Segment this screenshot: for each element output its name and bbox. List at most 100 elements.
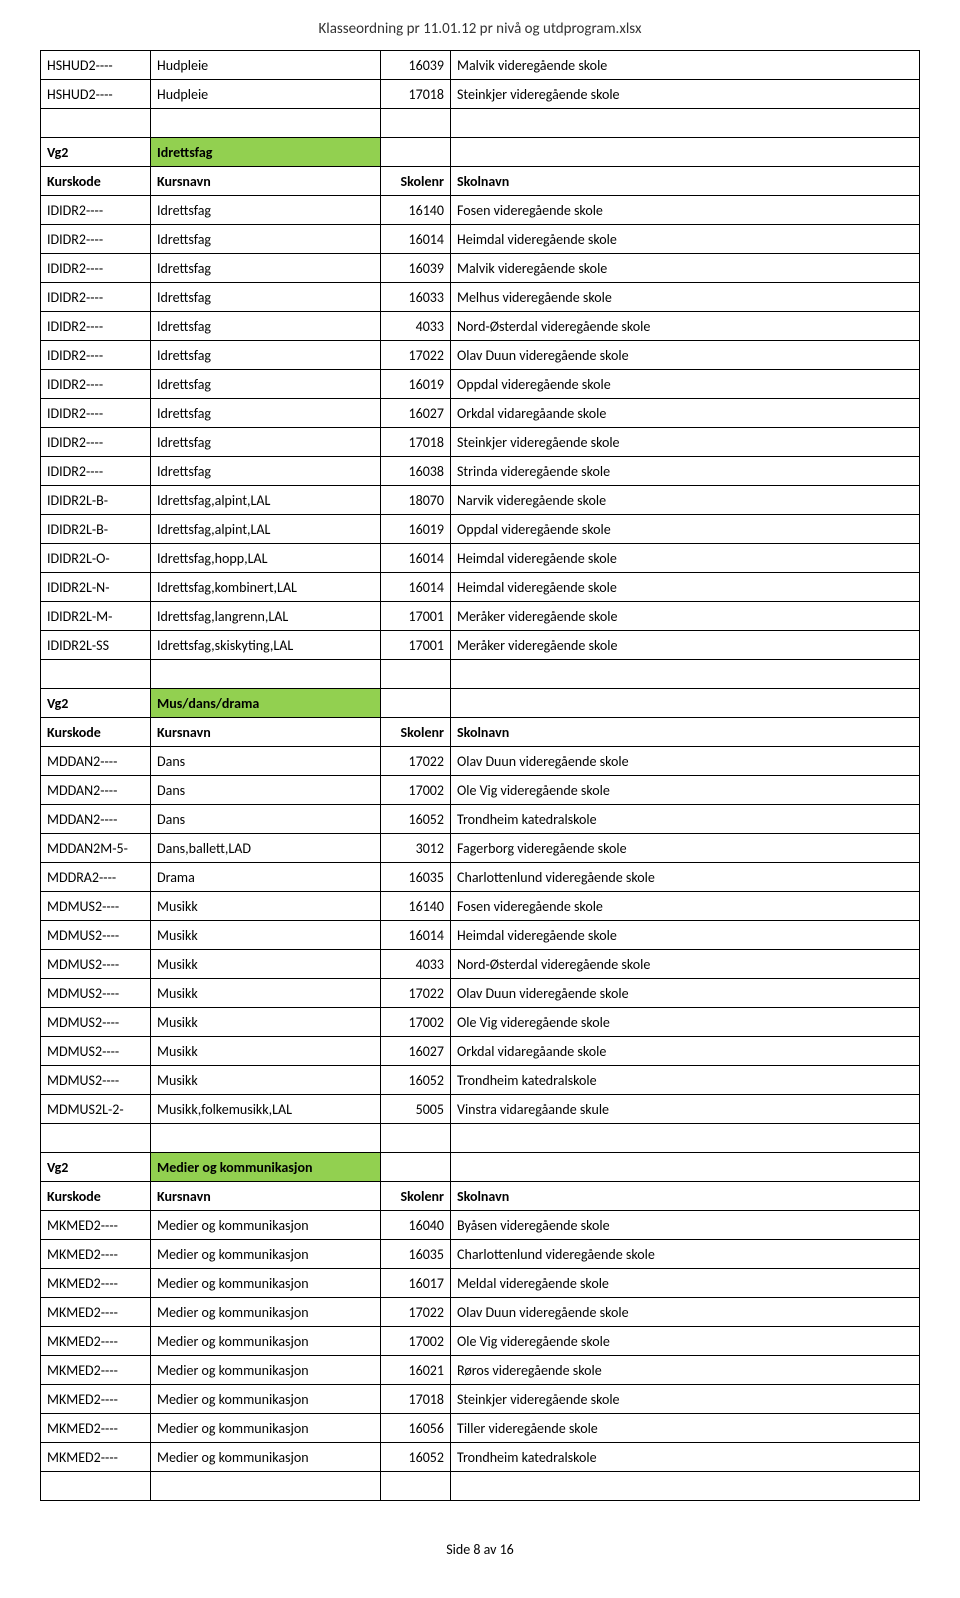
cell: 16052 [381, 1066, 451, 1095]
cell: HSHUD2---- [41, 80, 151, 109]
cell: Medier og kommunikasjon [151, 1356, 381, 1385]
cell: Ole Vig videregående skole [451, 1327, 920, 1356]
cell: IDIDR2---- [41, 370, 151, 399]
cell: 17002 [381, 1327, 451, 1356]
section-header-c1: Idrettsfag [151, 138, 381, 167]
column-header-row: KurskodeKursnavnSkolenrSkolnavn [41, 167, 920, 196]
column-header-c2: Skolenr [381, 1182, 451, 1211]
cell [381, 1124, 451, 1153]
cell [151, 1124, 381, 1153]
cell: MKMED2---- [41, 1211, 151, 1240]
cell: Oppdal videregående skole [451, 370, 920, 399]
column-header-c0: Kurskode [41, 718, 151, 747]
cell: 17001 [381, 631, 451, 660]
cell: IDIDR2L-N- [41, 573, 151, 602]
data-row: IDIDR2----Idrettsfag17018Steinkjer vider… [41, 428, 920, 457]
cell: IDIDR2L-B- [41, 515, 151, 544]
cell: Musikk [151, 892, 381, 921]
cell: Tiller videregående skole [451, 1414, 920, 1443]
section-header-c3 [451, 1153, 920, 1182]
cell: 17018 [381, 428, 451, 457]
cell: Dans [151, 776, 381, 805]
cell: 5005 [381, 1095, 451, 1124]
cell: Idrettsfag [151, 196, 381, 225]
cell: 17002 [381, 1008, 451, 1037]
data-row: MKMED2----Medier og kommunikasjon17022Ol… [41, 1298, 920, 1327]
section-header-row: Vg2Mus/dans/drama [41, 689, 920, 718]
cell: Idrettsfag [151, 428, 381, 457]
cell: Musikk [151, 921, 381, 950]
cell: Nord-Østerdal videregående skole [451, 950, 920, 979]
cell: Idrettsfag,hopp,LAL [151, 544, 381, 573]
cell: IDIDR2---- [41, 428, 151, 457]
data-row: MKMED2----Medier og kommunikasjon16040By… [41, 1211, 920, 1240]
cell: Fagerborg videregående skole [451, 834, 920, 863]
cell: MKMED2---- [41, 1298, 151, 1327]
data-row: IDIDR2----Idrettsfag4033Nord-Østerdal vi… [41, 312, 920, 341]
data-row: IDIDR2----Idrettsfag16033Melhus videregå… [41, 283, 920, 312]
section-header-c3 [451, 138, 920, 167]
cell: Malvik videregående skole [451, 254, 920, 283]
cell: IDIDR2---- [41, 457, 151, 486]
cell [151, 660, 381, 689]
page-footer: Side 8 av 16 [40, 1541, 920, 1558]
cell: HSHUD2---- [41, 51, 151, 80]
cell: Idrettsfag,kombinert,LAL [151, 573, 381, 602]
data-row: MKMED2----Medier og kommunikasjon16017Me… [41, 1269, 920, 1298]
data-row: IDIDR2L-N-Idrettsfag,kombinert,LAL16014H… [41, 573, 920, 602]
cell: Steinkjer videregående skole [451, 80, 920, 109]
data-row: MKMED2----Medier og kommunikasjon16021Rø… [41, 1356, 920, 1385]
cell: MDMUS2---- [41, 892, 151, 921]
cell: Steinkjer videregående skole [451, 1385, 920, 1414]
cell: MDDRA2---- [41, 863, 151, 892]
data-row: MKMED2----Medier og kommunikasjon16056Ti… [41, 1414, 920, 1443]
cell: IDIDR2L-SS [41, 631, 151, 660]
cell: 18070 [381, 486, 451, 515]
data-row: MDDRA2----Drama16035Charlottenlund vider… [41, 863, 920, 892]
cell: IDIDR2L-B- [41, 486, 151, 515]
data-row: HSHUD2----Hudpleie16039Malvik videregåen… [41, 51, 920, 80]
cell: 16027 [381, 399, 451, 428]
column-header-c1: Kursnavn [151, 167, 381, 196]
cell: Heimdal videregående skole [451, 225, 920, 254]
data-row: IDIDR2----Idrettsfag16140Fosen videregåe… [41, 196, 920, 225]
cell: 17018 [381, 80, 451, 109]
cell [381, 660, 451, 689]
cell: 16052 [381, 805, 451, 834]
data-table: HSHUD2----Hudpleie16039Malvik videregåen… [40, 50, 920, 1501]
cell: IDIDR2---- [41, 283, 151, 312]
cell: IDIDR2---- [41, 225, 151, 254]
data-row: MDDAN2----Dans17022Olav Duun videregåend… [41, 747, 920, 776]
data-row: MDMUS2----Musikk4033Nord-Østerdal videre… [41, 950, 920, 979]
cell: Medier og kommunikasjon [151, 1298, 381, 1327]
cell: Dans,ballett,LAD [151, 834, 381, 863]
column-header-c3: Skolnavn [451, 718, 920, 747]
section-header-c0: Vg2 [41, 138, 151, 167]
cell: Idrettsfag,skiskyting,LAL [151, 631, 381, 660]
cell: Idrettsfag,langrenn,LAL [151, 602, 381, 631]
cell: Meldal videregående skole [451, 1269, 920, 1298]
cell: Musikk [151, 1008, 381, 1037]
data-row: IDIDR2L-M-Idrettsfag,langrenn,LAL17001Me… [41, 602, 920, 631]
cell: Dans [151, 805, 381, 834]
column-header-c0: Kurskode [41, 167, 151, 196]
cell: Musikk [151, 950, 381, 979]
cell: 16140 [381, 196, 451, 225]
data-row: IDIDR2L-B-Idrettsfag,alpint,LAL16019Oppd… [41, 515, 920, 544]
data-row: IDIDR2----Idrettsfag16027Orkdal vidaregå… [41, 399, 920, 428]
cell: Idrettsfag [151, 399, 381, 428]
cell: 17018 [381, 1385, 451, 1414]
cell: 16035 [381, 1240, 451, 1269]
cell: Fosen videregående skole [451, 196, 920, 225]
data-row: IDIDR2----Idrettsfag16019Oppdal videregå… [41, 370, 920, 399]
cell: 17022 [381, 747, 451, 776]
cell: Musikk [151, 1066, 381, 1095]
column-header-row: KurskodeKursnavnSkolenrSkolnavn [41, 718, 920, 747]
data-row: MDMUS2----Musikk16052Trondheim katedrals… [41, 1066, 920, 1095]
empty-row [41, 1124, 920, 1153]
cell [381, 109, 451, 138]
cell: 17022 [381, 341, 451, 370]
cell: Orkdal vidaregåande skole [451, 1037, 920, 1066]
column-header-c2: Skolenr [381, 167, 451, 196]
cell: Dans [151, 747, 381, 776]
